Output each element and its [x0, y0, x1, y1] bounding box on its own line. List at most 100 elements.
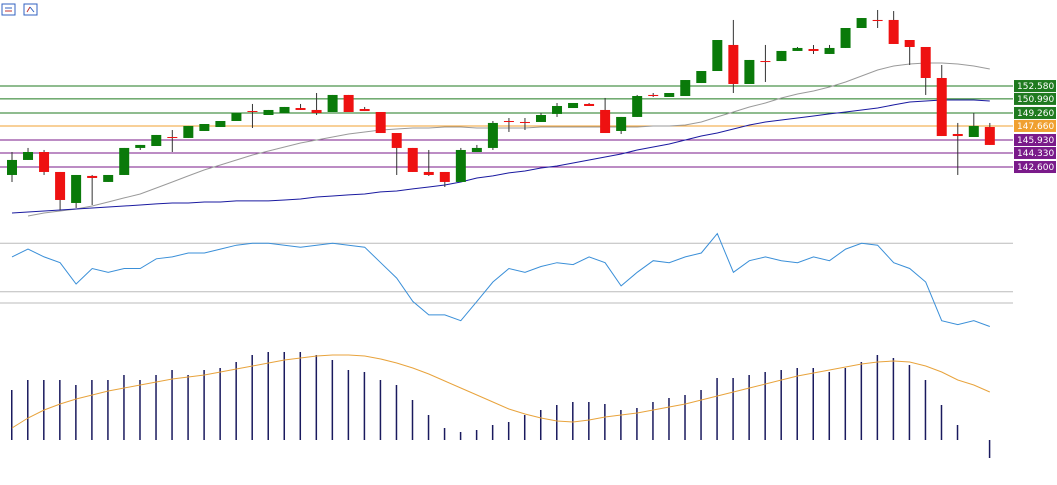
histogram-bar: [812, 368, 814, 440]
level-label: 149.260: [1017, 109, 1054, 119]
histogram-bar: [395, 385, 398, 440]
histogram-bar: [411, 400, 414, 440]
candle-body: [375, 111, 386, 134]
candle-body: [552, 105, 563, 114]
histogram-bar: [668, 398, 670, 440]
histogram-bar: [796, 368, 798, 440]
candle-body: [391, 133, 402, 148]
histogram-bar: [748, 375, 750, 440]
histogram-bar: [652, 402, 654, 440]
level-label-box: [1014, 146, 1056, 159]
histogram-bar: [523, 415, 526, 440]
candle-body: [792, 47, 803, 51]
candle-body: [984, 127, 995, 145]
histogram-bar: [956, 425, 959, 440]
histogram-bar: [331, 360, 334, 440]
candle-body: [407, 147, 418, 172]
candle-body: [600, 109, 611, 134]
histogram-bar: [924, 380, 927, 440]
histogram-bar: [716, 378, 718, 440]
candle-body: [247, 111, 258, 113]
candle-body: [920, 46, 931, 78]
level-label-box: [1014, 92, 1056, 105]
candle-body: [279, 106, 290, 113]
candle-body: [519, 121, 530, 123]
histogram-bar: [27, 380, 29, 440]
candle-body: [311, 109, 322, 113]
histogram-bar: [235, 362, 237, 440]
level-label: 150.990: [1017, 95, 1054, 105]
candle-body: [327, 94, 338, 112]
histogram-bar: [988, 440, 991, 458]
histogram-bar: [572, 402, 574, 440]
candle-body: [936, 77, 947, 137]
histogram-bar: [684, 395, 686, 440]
candle-body: [535, 115, 546, 122]
histogram-bar: [443, 428, 446, 440]
histogram-bar: [732, 378, 734, 440]
histogram-bar: [379, 380, 382, 440]
histogram-bar: [507, 422, 510, 440]
candle-body: [808, 49, 819, 51]
histogram-bar: [251, 355, 253, 440]
signal-line: [11, 354, 991, 429]
candle-body: [151, 134, 162, 147]
histogram-bar: [427, 415, 430, 440]
level-label-box: [1014, 106, 1056, 119]
candle-body: [199, 124, 210, 131]
icon[interactable]: [1, 3, 16, 16]
candle-body: [23, 152, 34, 160]
candle-body: [455, 149, 466, 182]
histogram-bar: [187, 375, 189, 440]
histogram-bar: [700, 390, 702, 440]
candle-body: [71, 174, 82, 203]
candle-body: [295, 108, 306, 110]
candle-body: [584, 103, 595, 106]
histogram-bar: [539, 410, 542, 440]
candle-body: [728, 44, 739, 84]
candle-body: [359, 108, 370, 112]
histogram-bar: [91, 380, 93, 440]
histogram-bar: [283, 352, 286, 440]
candle-body: [87, 175, 98, 178]
histogram-bar: [892, 358, 895, 440]
candle-body: [183, 125, 194, 138]
candle-body: [856, 18, 867, 28]
candle-body: [824, 47, 835, 54]
level-label-box: [1014, 133, 1056, 146]
histogram-bar: [299, 352, 302, 440]
histogram-bar: [75, 385, 77, 440]
candle-body: [968, 125, 979, 137]
candle-body: [471, 147, 482, 153]
icon-line: [29, 6, 35, 13]
candle-body: [696, 71, 707, 84]
candle-body: [680, 80, 691, 97]
histogram-bar: [347, 370, 350, 440]
level-label: 147.660: [1017, 122, 1054, 132]
candle-body: [648, 94, 659, 97]
moving-average: [11, 99, 990, 214]
icon[interactable]: [23, 3, 38, 16]
histogram-bar: [844, 368, 847, 440]
histogram-bar: [828, 372, 831, 440]
candle-body: [7, 159, 17, 175]
candle-body: [263, 109, 274, 115]
candle-body: [343, 94, 354, 112]
level-label: 145.930: [1017, 136, 1054, 146]
histogram-bar: [267, 352, 269, 440]
histogram-bar: [171, 370, 173, 440]
histogram-bar: [315, 355, 318, 440]
icon-line: [26, 6, 31, 13]
level-label-box: [1014, 119, 1056, 132]
candle-body: [215, 121, 226, 128]
level-label-box: [1014, 80, 1056, 93]
level-label: 152.580: [1017, 82, 1054, 92]
candle-body: [616, 116, 627, 131]
candle-body: [664, 93, 675, 97]
histogram-bar: [123, 375, 125, 440]
candle-body: [423, 171, 434, 175]
histogram-bar: [764, 372, 766, 440]
candle-body: [744, 59, 755, 84]
histogram-bar: [636, 408, 638, 440]
